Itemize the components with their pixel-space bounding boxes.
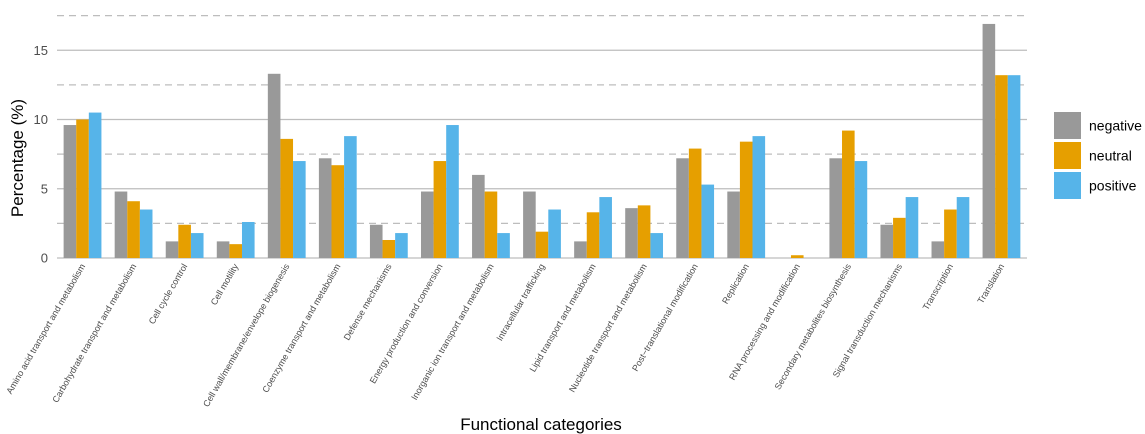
legend-label: neutral <box>1089 148 1132 164</box>
bar-neutral <box>229 244 242 258</box>
bar-positive <box>497 233 510 258</box>
bar-positive <box>701 184 715 258</box>
bar-negative <box>165 241 179 258</box>
bar-neutral <box>76 119 89 258</box>
bar-negative <box>676 158 689 258</box>
x-tick-label: Carbohydrate transport and metabolism <box>50 262 138 404</box>
bar-negative <box>523 191 536 258</box>
bar-neutral <box>739 141 753 258</box>
bar-neutral <box>484 191 498 258</box>
bar-negative <box>931 241 945 258</box>
bar-negative <box>216 241 230 258</box>
x-tick-label: Replication <box>720 262 751 306</box>
x-tick-label: Translation <box>975 262 1006 305</box>
bar-negative <box>63 125 77 258</box>
bar-negative <box>318 158 332 258</box>
x-tick-label: Intracellular trafficking <box>494 262 546 343</box>
y-tick-label: 0 <box>41 251 48 266</box>
bar-negative <box>727 191 740 258</box>
bars <box>63 23 1021 259</box>
x-tick-label: Inorganic ion transport and metabolism <box>409 262 495 402</box>
bar-positive <box>190 233 204 258</box>
y-tick-label: 5 <box>41 181 48 196</box>
bar-neutral <box>433 161 447 258</box>
bar-neutral <box>280 138 294 258</box>
bar-negative <box>114 191 128 258</box>
bar-neutral <box>637 205 651 258</box>
bar-positive <box>395 233 408 258</box>
x-axis-title: Functional categories <box>460 415 622 434</box>
bar-neutral <box>127 201 140 258</box>
grid-lines <box>57 15 1027 259</box>
bar-positive <box>446 125 459 258</box>
bar-positive <box>88 112 102 258</box>
bar-negative <box>369 224 383 258</box>
bar-negative <box>880 224 894 258</box>
x-tick-label: Cell motility <box>209 262 241 307</box>
bar-positive <box>1007 75 1021 259</box>
y-axis-ticks: 0 5 10 15 <box>34 43 48 266</box>
bar-negative <box>574 241 587 258</box>
x-tick-label: Cell cycle control <box>147 262 190 326</box>
bar-negative <box>982 23 996 259</box>
bar-neutral <box>995 75 1008 259</box>
bar-positive <box>956 197 970 258</box>
bar-positive <box>548 209 561 258</box>
bar-neutral <box>842 130 855 258</box>
bar-neutral <box>944 209 957 258</box>
x-axis-ticks: Amino acid transport and metabolismCarbo… <box>4 262 1006 409</box>
bar-neutral <box>535 231 549 258</box>
bar-negative <box>420 191 434 258</box>
bar-negative <box>472 174 485 258</box>
legend: negative neutral positive <box>1054 112 1142 199</box>
y-axis-title: Percentage (%) <box>8 99 27 217</box>
legend-key-positive <box>1054 172 1081 199</box>
bar-positive <box>241 221 255 258</box>
bar-negative <box>829 158 843 258</box>
legend-label: negative <box>1089 118 1142 134</box>
bar-neutral <box>893 217 906 258</box>
x-tick-label: Defense mechanisms <box>342 262 394 342</box>
bar-neutral <box>331 165 345 258</box>
legend-label: positive <box>1089 178 1137 194</box>
y-tick-label: 10 <box>34 112 48 127</box>
bar-positive <box>599 197 612 258</box>
bar-negative <box>625 208 638 258</box>
legend-key-neutral <box>1054 142 1081 169</box>
bar-neutral <box>382 239 396 258</box>
bar-positive <box>905 197 919 258</box>
bar-positive <box>139 209 153 258</box>
x-tick-label: Cell wall/membrane/envelope biogenesis <box>201 262 292 409</box>
y-tick-label: 15 <box>34 43 48 58</box>
bar-neutral <box>790 255 804 258</box>
x-tick-label: Transcription <box>921 262 956 312</box>
bar-neutral <box>688 148 702 258</box>
bar-negative <box>267 73 281 258</box>
bar-positive <box>854 161 868 258</box>
bar-positive <box>752 136 766 258</box>
bar-positive <box>344 136 357 258</box>
bar-positive <box>650 233 664 258</box>
bar-neutral <box>178 224 191 258</box>
bar-neutral <box>586 212 600 258</box>
bar-positive <box>293 161 306 258</box>
legend-key-negative <box>1054 112 1081 139</box>
